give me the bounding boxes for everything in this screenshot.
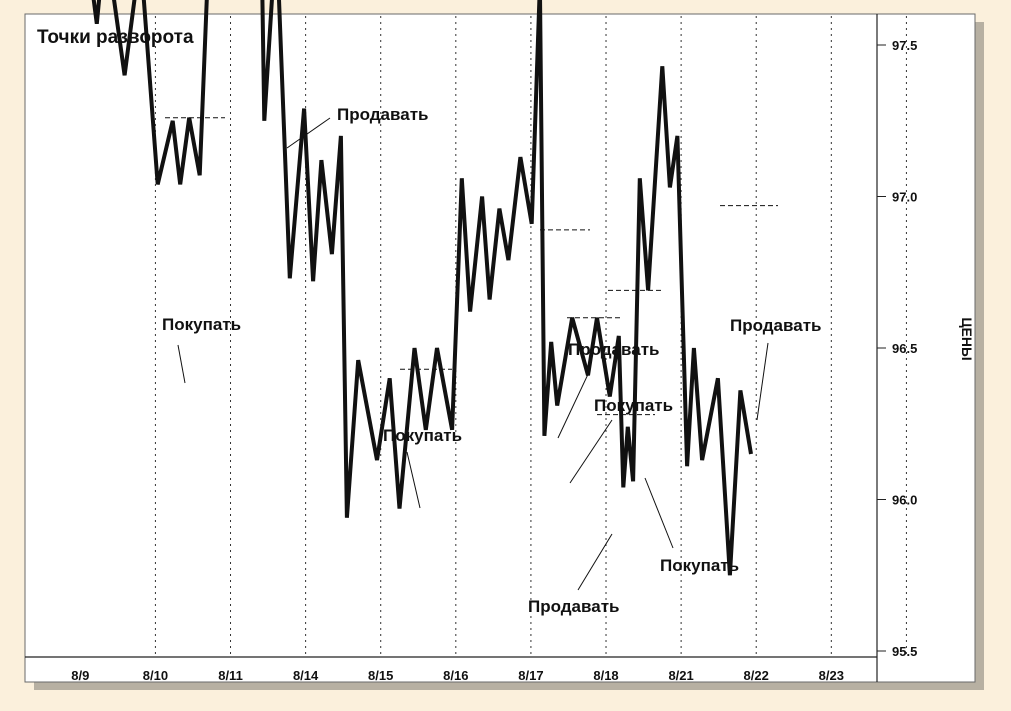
annotation-leader <box>177 344 186 384</box>
x-tick-label: 8/10 <box>143 668 168 683</box>
x-tick-label: 8/22 <box>744 668 769 683</box>
x-tick-label: 8/16 <box>443 668 468 683</box>
y-tick-label: 96.5 <box>892 341 917 356</box>
grid-lines <box>154 16 907 657</box>
annotation-leader <box>756 342 769 421</box>
chart-title: Точки разворота <box>37 27 194 48</box>
annotation-label: Покупать <box>162 315 241 334</box>
annotation-leader <box>577 533 613 591</box>
annotation-leader <box>406 451 421 509</box>
y-tick-label: 96.0 <box>892 493 917 508</box>
price-series-line <box>91 0 753 576</box>
y-tick-label: 97.0 <box>892 190 917 205</box>
annotation-label: Продавать <box>568 340 659 359</box>
x-axis-labels: 8/9 8/10 8/11 8/14 8/15 8/16 8/17 8/18 8/21 8/22 8… <box>71 668 844 683</box>
x-tick-label: 8/14 <box>293 668 319 683</box>
annotation-leader <box>286 117 331 149</box>
annotations: Продавать Покупать Покупать Продавать Покупа… <box>162 105 821 616</box>
x-tick-label: 8/23 <box>819 668 844 683</box>
chart-frame <box>24 13 976 683</box>
annotation-leader <box>569 419 613 484</box>
x-tick-label: 8/9 <box>71 668 89 683</box>
y-axis-ticks: 99.599.098.598.097.597.096.596.095.5 <box>877 38 917 659</box>
pivot-levels <box>165 117 778 416</box>
annotation-label: Покупать <box>383 426 462 445</box>
y-tick-label: 97.5 <box>892 38 917 53</box>
y-tick-label: 95.5 <box>892 644 917 659</box>
x-tick-label: 8/21 <box>668 668 693 683</box>
annotation-leader <box>557 369 591 439</box>
x-tick-label: 8/11 <box>218 668 243 683</box>
annotation-label: Покупать <box>594 396 673 415</box>
y-axis-title: ЦЕНЫ <box>959 317 975 360</box>
annotation-label: Продавать <box>730 316 821 335</box>
annotation-label: Продавать <box>528 597 619 616</box>
annotation-leader <box>644 477 674 549</box>
x-tick-label: 8/18 <box>593 668 618 683</box>
x-tick-label: 8/17 <box>518 668 543 683</box>
annotation-label: Покупать <box>660 556 739 575</box>
x-tick-label: 8/15 <box>368 668 393 683</box>
annotation-label: Продавать <box>337 105 428 124</box>
